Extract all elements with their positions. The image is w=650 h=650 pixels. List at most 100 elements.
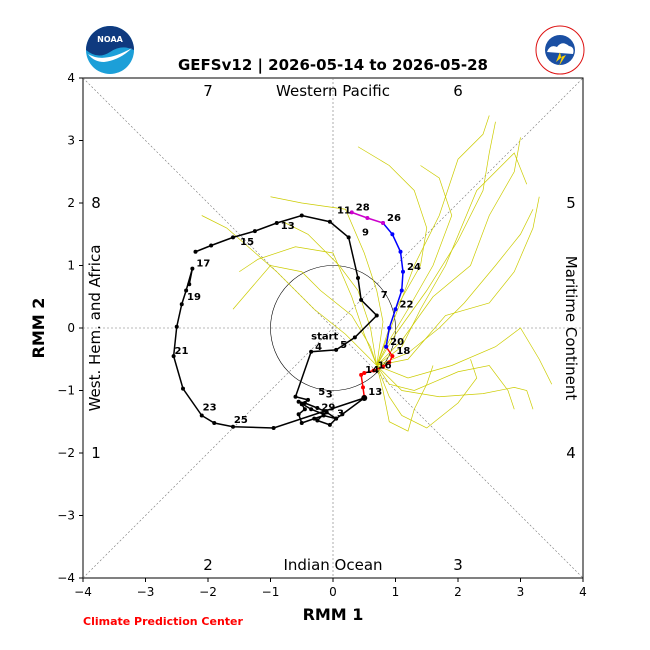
day-label: 29 — [321, 402, 335, 413]
forecast-week1-point — [387, 360, 392, 365]
observed-point — [309, 407, 314, 412]
observed-point — [346, 235, 351, 240]
observed-point — [312, 416, 317, 421]
day-label: 17 — [196, 259, 210, 270]
phase-grid — [82, 77, 584, 579]
observed-point — [199, 413, 204, 418]
y-tick-label: 0 — [67, 321, 75, 335]
day-label: 5 — [318, 387, 325, 398]
day-label: 9 — [362, 227, 369, 238]
day-label: 13 — [281, 221, 295, 232]
ensemble-member-line — [376, 365, 434, 432]
phase-label-4: 4 — [566, 444, 576, 462]
observed-point — [296, 399, 301, 404]
day-label: 13 — [368, 387, 382, 398]
forecast-week3-point — [349, 210, 354, 215]
x-tick-label: 1 — [392, 585, 400, 599]
observed-point — [309, 349, 314, 354]
phase-label-2: 2 — [203, 556, 213, 574]
ensemble-member-line — [376, 115, 490, 366]
day-label: 23 — [203, 402, 217, 413]
noaa-logo-wave — [88, 48, 132, 62]
observed-point — [299, 402, 304, 407]
observed-point — [296, 412, 301, 417]
observed-point — [327, 422, 332, 427]
day-label: 3 — [326, 389, 333, 400]
ensemble-member-line — [376, 165, 453, 366]
observed-point — [174, 324, 179, 329]
forecast-week1-point — [381, 364, 385, 369]
ensemble-member-line — [376, 137, 521, 366]
observed-point — [302, 407, 307, 412]
y-tick-label: −2 — [57, 446, 75, 460]
observed-point — [252, 229, 257, 234]
x-tick-label: −4 — [74, 585, 92, 599]
observed-point — [299, 421, 304, 425]
ensemble-member-line — [376, 359, 478, 429]
observed-point — [321, 412, 326, 417]
observed-point — [171, 354, 176, 359]
forecast-week2-point — [387, 326, 392, 330]
y-tick-label: 3 — [67, 134, 75, 148]
observed-point — [334, 347, 339, 352]
phase-label-5: 5 — [566, 194, 576, 212]
observed-point — [334, 416, 339, 421]
x-tick-label: 4 — [579, 585, 587, 599]
phase-label-7: 7 — [203, 82, 213, 100]
observed-point — [374, 313, 379, 318]
forecast-week1-point — [371, 368, 376, 373]
region-indian-ocean: Indian Ocean — [283, 556, 382, 574]
day-label: 15 — [240, 237, 254, 248]
observed-point — [315, 418, 320, 423]
day-label: 3 — [337, 409, 344, 420]
ensemble-member-line — [376, 327, 553, 385]
forecast-week3-point — [381, 221, 385, 225]
day-label: 21 — [175, 346, 189, 357]
observed-point — [231, 235, 235, 240]
x-tick-label: 0 — [329, 585, 337, 599]
x-tick-label: 2 — [454, 585, 462, 599]
forecast-week2-point — [393, 307, 398, 312]
observed-point — [356, 276, 360, 280]
day-label: 14 — [365, 365, 379, 376]
x-tick-label: −1 — [262, 585, 280, 599]
day-label: 26 — [387, 213, 401, 224]
observed-point — [231, 424, 235, 429]
day-label: 20 — [390, 337, 404, 348]
y-tick-label: −3 — [57, 509, 75, 523]
x-axis-label: RMM 1 — [303, 605, 364, 624]
noaa-logo-bird — [86, 26, 134, 56]
observed-point — [327, 219, 332, 224]
region-maritime-continent: Maritime Continent — [562, 256, 580, 401]
observed-point — [315, 406, 320, 410]
ensemble-member-line — [376, 121, 496, 366]
day-label: 25 — [234, 415, 248, 426]
forecast-week2-point — [398, 249, 403, 254]
start-label: start — [311, 331, 338, 342]
phase-label-1: 1 — [91, 444, 101, 462]
observed-point — [359, 297, 364, 302]
y-tick-label: 2 — [67, 196, 75, 210]
observed-point — [293, 394, 298, 399]
observed-point — [184, 288, 189, 293]
forecast-week2-point — [401, 269, 405, 274]
phase-label-6: 6 — [453, 82, 463, 100]
forecast-week1-point — [361, 385, 365, 390]
y-tick-label: 4 — [67, 71, 75, 85]
ensemble-member-line — [376, 209, 534, 366]
credit-text: Climate Prediction Center — [83, 615, 243, 628]
ensemble-members — [201, 115, 553, 432]
day-label: 11 — [337, 206, 351, 217]
observed-point — [340, 412, 345, 417]
x-tick-label: −2 — [199, 585, 217, 599]
observed-point — [187, 282, 192, 287]
noaa-logo-text: NOAA — [97, 35, 123, 44]
ensemble-member-line — [232, 265, 378, 366]
ensemble-member-line — [376, 152, 528, 366]
phase-label-8: 8 — [91, 194, 101, 212]
day-label: 5 — [340, 340, 347, 351]
x-tick-label: 3 — [517, 585, 525, 599]
